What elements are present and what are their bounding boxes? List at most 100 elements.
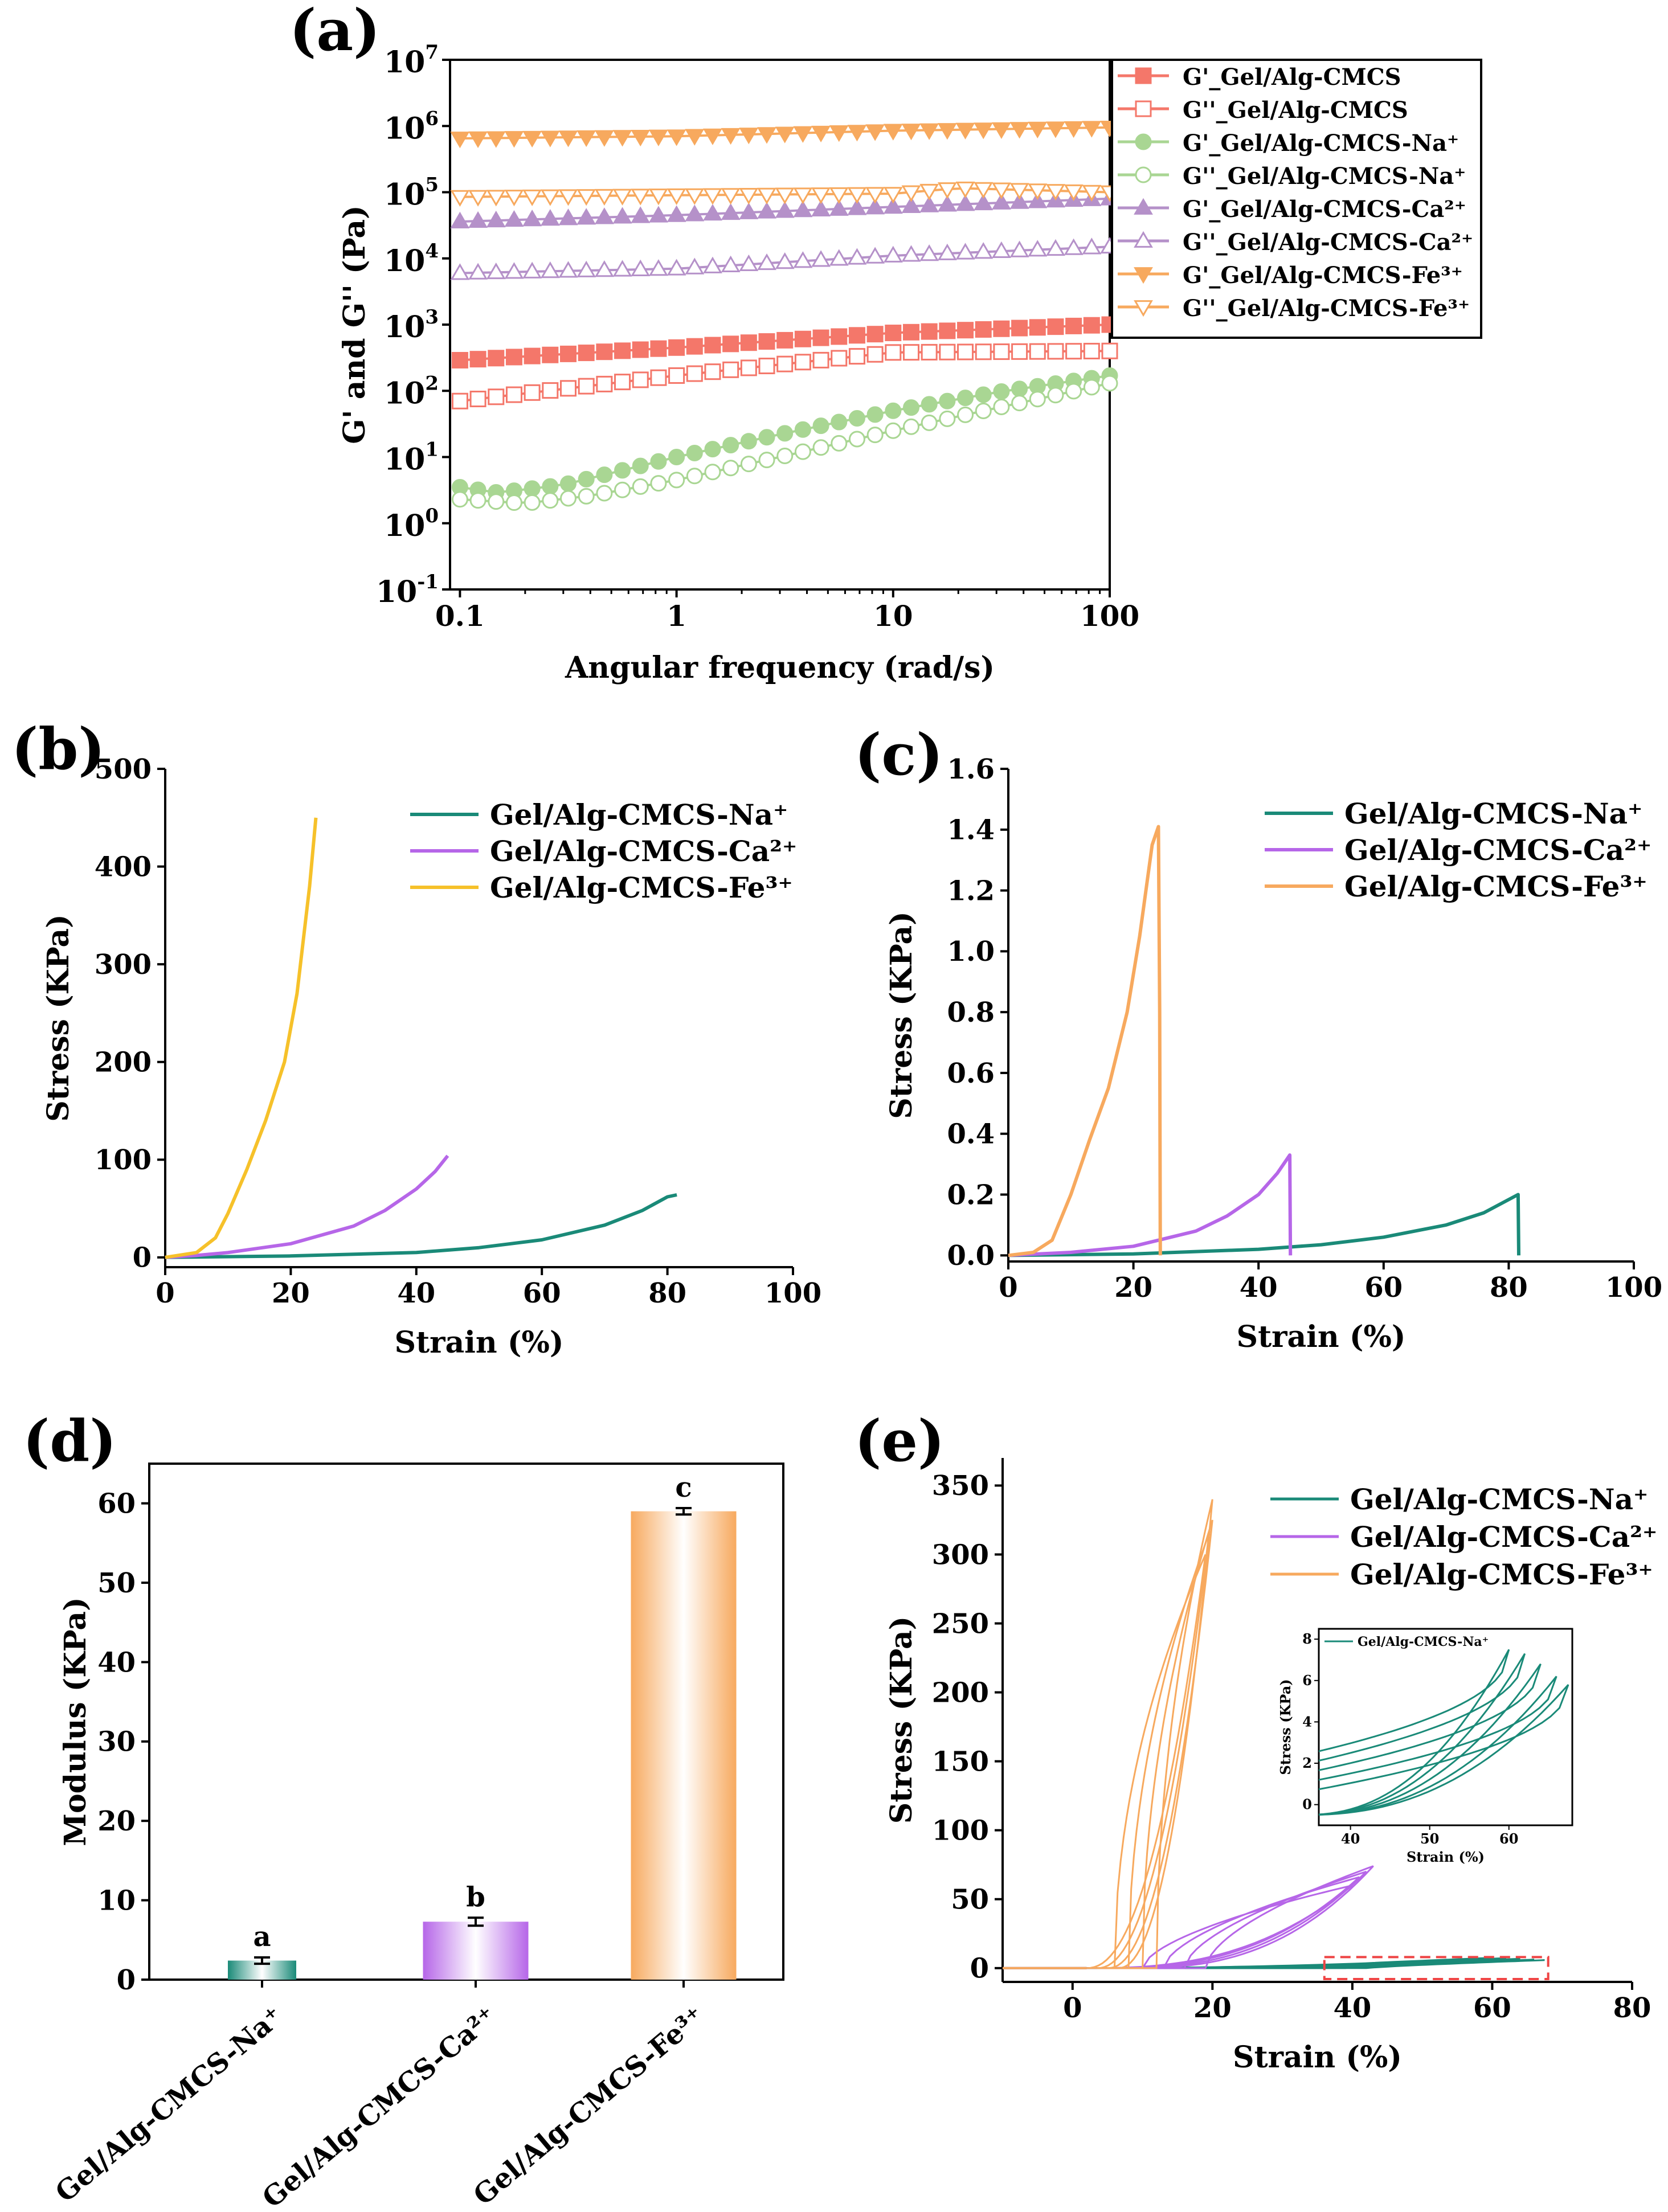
data-point-a — [955, 194, 975, 211]
hysteresis-loop — [1129, 1865, 1374, 1969]
data-point-a — [450, 211, 470, 228]
data-point-a — [848, 409, 865, 427]
data-point-a — [974, 193, 994, 211]
data-point-a — [685, 257, 705, 275]
data-point-a — [865, 124, 885, 141]
data-point-a — [667, 129, 686, 146]
inset: 40 50 60 0 2 4 6 8 Strain (%) Stress (KPa) Gel/Alg… — [1277, 1628, 1573, 1865]
data-point-a — [704, 337, 721, 354]
x-tick-label: 0 — [156, 1277, 174, 1309]
data-point-a — [488, 388, 505, 405]
x-tick-label-a: 0.1 — [435, 599, 485, 633]
data-point-a — [540, 130, 560, 148]
data-point-a — [812, 417, 829, 435]
data-point-a — [740, 456, 757, 473]
data-point-a — [885, 325, 902, 342]
data-point-a — [811, 250, 831, 267]
data-point-a — [975, 321, 992, 338]
data-point-a — [488, 493, 505, 510]
data-point-a — [505, 386, 522, 403]
y-tick-label: 1.6 — [947, 753, 995, 785]
data-point-a — [596, 343, 613, 361]
panel-a: (a) 0.1 1 10 100 10-1 100 101 102 103 104 105 106 107… — [289, 0, 1482, 685]
data-point-a — [848, 431, 865, 448]
data-point-a — [1083, 342, 1100, 359]
data-point-a — [758, 333, 775, 350]
data-point-a — [722, 460, 739, 477]
data-point-a — [1011, 395, 1028, 412]
data-point-a — [668, 367, 685, 384]
data-point-a — [594, 189, 614, 206]
data-point-a — [1029, 343, 1046, 360]
y-tick-label-d: 40 — [97, 1646, 136, 1678]
data-point-a — [612, 207, 632, 224]
data-point-a — [921, 343, 938, 361]
inset-y-tick-label: 8 — [1302, 1631, 1312, 1647]
data-point-a — [686, 445, 703, 462]
data-point-a — [812, 329, 829, 346]
data-point-a — [631, 189, 651, 206]
panel-label-a: (a) — [289, 0, 380, 64]
x-tick-label: 60 — [1364, 1272, 1403, 1304]
y-axis-label-e: Stress (KPa) — [884, 1616, 919, 1824]
legend-marker-a — [1135, 133, 1152, 150]
data-point-a — [1082, 121, 1102, 138]
inset-x-tick-label: 40 — [1341, 1830, 1360, 1847]
data-point-a — [921, 414, 938, 431]
data-point-a — [901, 245, 921, 262]
data-point-a — [957, 322, 974, 339]
y-tick-label: 0.0 — [947, 1240, 995, 1272]
data-point-a — [558, 130, 578, 148]
data-point-a — [901, 185, 921, 202]
data-point-a — [1029, 391, 1046, 408]
data-point-a — [847, 248, 867, 265]
legend-marker-a — [1135, 166, 1152, 183]
data-point-a — [937, 182, 957, 199]
data-point-a — [740, 433, 757, 450]
data-point-a — [1065, 383, 1082, 400]
data-point-a — [650, 369, 667, 386]
inset-loop — [1319, 1684, 1569, 1816]
series-a-3 — [451, 375, 1118, 511]
zoom-highlight-box — [1323, 1956, 1550, 1981]
data-point-a — [757, 202, 776, 219]
data-point-a — [866, 326, 884, 343]
data-point-a — [939, 322, 956, 339]
data-point-a — [865, 198, 885, 215]
data-point-a — [650, 475, 667, 492]
data-point-a — [594, 260, 614, 277]
data-point-a — [1028, 240, 1048, 257]
x-tick-label: 100 — [1605, 1272, 1662, 1304]
x-tick-label-a: 1 — [667, 599, 686, 633]
data-point-a — [594, 130, 614, 147]
y-tick-label: 0.8 — [947, 997, 995, 1029]
data-point-a — [758, 452, 775, 469]
data-point-a — [885, 402, 902, 419]
y-tick-label: 100 — [95, 1144, 152, 1176]
data-point-a — [1046, 239, 1065, 256]
data-point-a — [1064, 184, 1084, 202]
panel-label: (b) — [11, 715, 105, 783]
data-point-a — [469, 351, 486, 368]
data-point-a — [848, 348, 865, 365]
data-point-a — [703, 204, 722, 221]
hysteresis-loop — [1100, 1876, 1360, 1969]
data-point-a — [704, 363, 721, 380]
data-point-a — [721, 203, 741, 220]
data-point-a — [1047, 343, 1064, 360]
data-point-a — [974, 182, 994, 199]
data-point-a — [866, 427, 884, 444]
data-point-a — [649, 129, 668, 146]
legend-label: Gel/Alg-CMCS-Fe³⁺ — [1344, 870, 1647, 903]
data-point-a — [468, 263, 488, 280]
data-point-a — [468, 211, 488, 228]
data-point-a — [829, 249, 849, 266]
data-point-a — [486, 262, 506, 280]
data-point-a — [847, 125, 867, 142]
inset-y-tick-label: 4 — [1302, 1713, 1312, 1730]
inset-y-label: Stress (KPa) — [1277, 1679, 1294, 1775]
data-point-a — [975, 343, 992, 361]
data-point-a — [775, 187, 795, 204]
data-point-a — [1028, 191, 1048, 208]
y-tick-label-d: 30 — [97, 1726, 136, 1758]
